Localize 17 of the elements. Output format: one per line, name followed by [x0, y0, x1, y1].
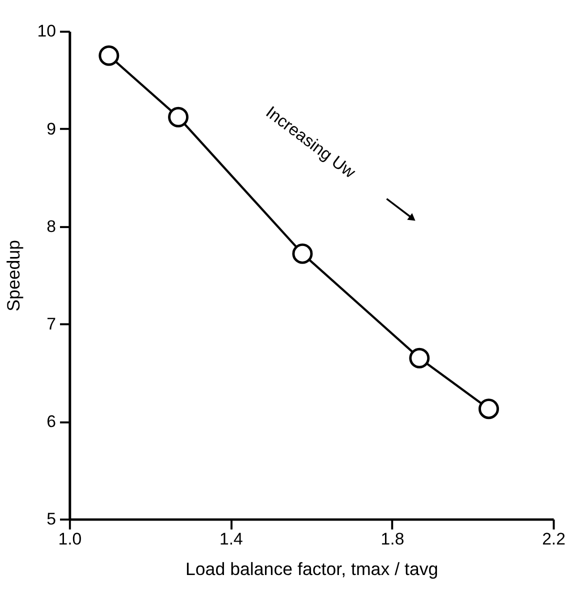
x-tick-label: 1.0: [58, 529, 82, 548]
y-tick-label: 5: [46, 510, 56, 529]
point: [98, 45, 120, 66]
x-axis-title: Load balance factor, tmax / tavg: [185, 559, 438, 580]
x-tick-label: 1.4: [219, 529, 243, 548]
x-tick-label: 1.8: [380, 529, 404, 548]
point: [168, 106, 189, 128]
y-tick-label: 6: [46, 412, 56, 431]
y-tick-label: 9: [46, 119, 56, 138]
point: [292, 243, 313, 264]
point: [409, 348, 430, 368]
y-tick-label: 10: [37, 22, 56, 41]
y-tick-label: 7: [46, 314, 56, 334]
x-tick-label: 2.2: [542, 529, 566, 548]
y-tick-label: 8: [46, 216, 56, 236]
point: [478, 398, 499, 420]
y-axis-title: Speedup: [3, 240, 24, 312]
